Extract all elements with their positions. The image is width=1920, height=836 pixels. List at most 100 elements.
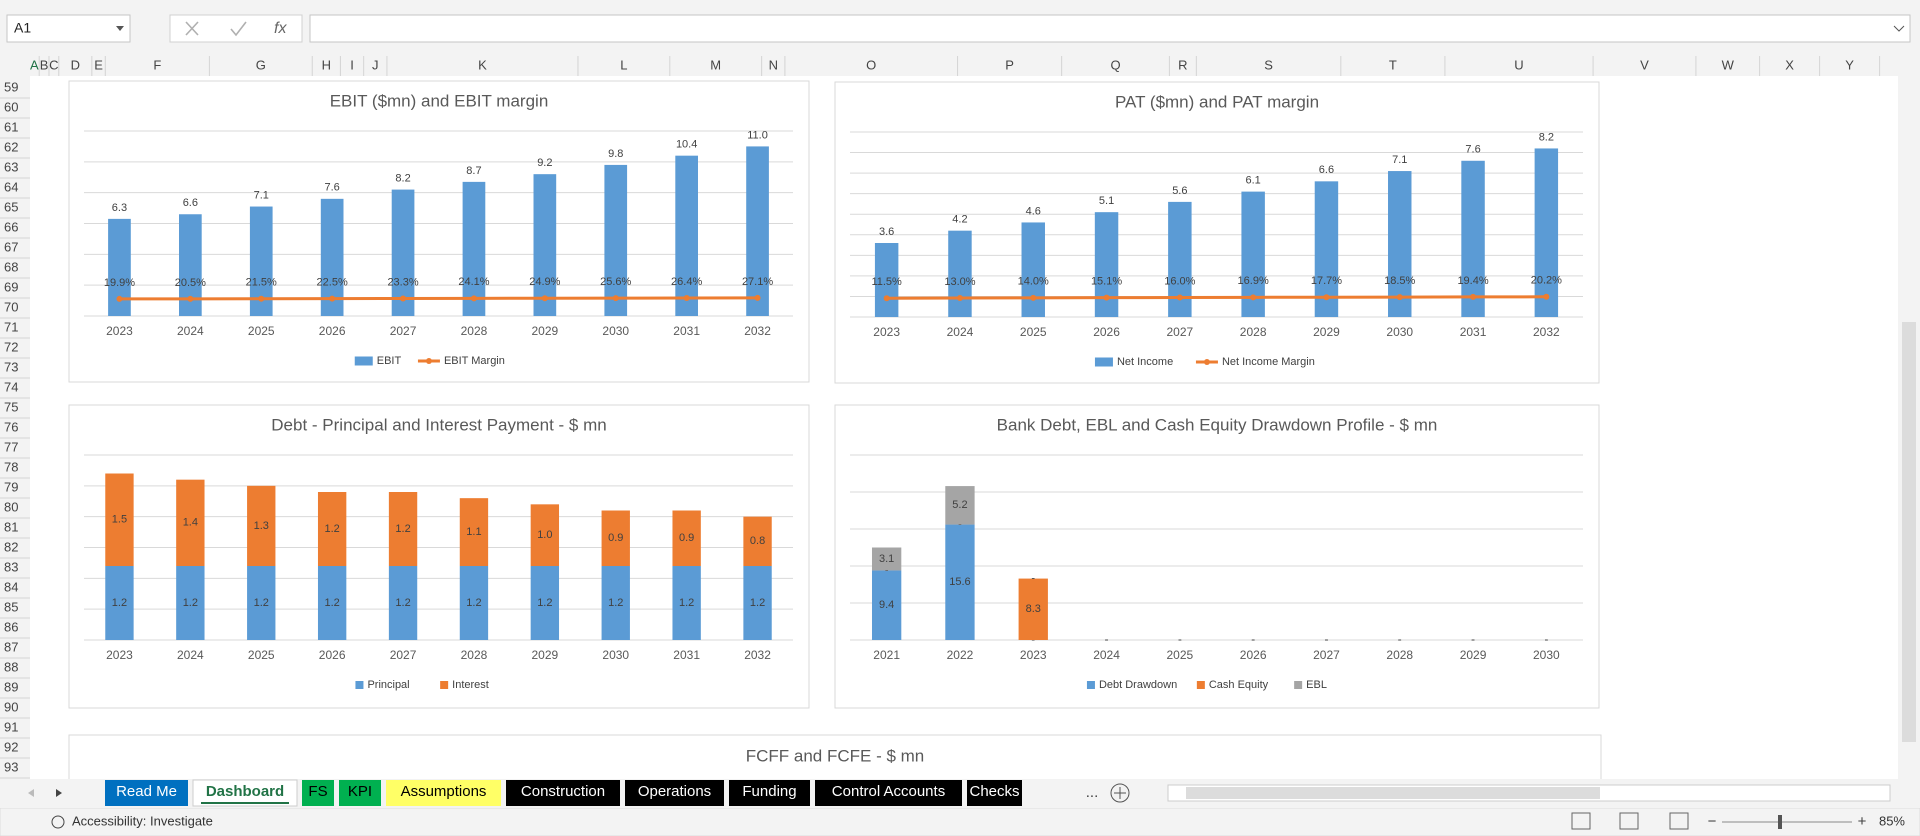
data-label: 1.0: [537, 529, 552, 541]
sheet-tab-label: Read Me: [116, 783, 177, 800]
data-label: -: [1325, 634, 1329, 646]
row-header: 68: [4, 259, 18, 274]
page-layout-view[interactable]: [1619, 812, 1639, 830]
data-label: -: [1178, 634, 1182, 646]
data-label: -: [1545, 634, 1549, 646]
row-header: 74: [4, 379, 18, 394]
data-label: -: [1545, 634, 1549, 646]
x-tick-label: 2027: [390, 648, 417, 662]
row-header: 76: [4, 419, 18, 434]
bar: [108, 218, 131, 316]
scroll-thumb[interactable]: [1902, 322, 1916, 742]
column-header: Y: [1845, 57, 1854, 72]
x-tick-label: 2026: [319, 324, 346, 338]
row-header: 91: [4, 719, 18, 734]
bar: [1534, 148, 1559, 317]
accessibility-icon[interactable]: [51, 815, 65, 829]
column-header: D: [71, 57, 80, 72]
tab-scroll-left[interactable]: [28, 789, 34, 797]
data-label: 27.1%: [742, 276, 773, 288]
fx-icon[interactable]: fx: [274, 20, 287, 37]
bar: [675, 155, 698, 316]
row-header: 63: [4, 159, 18, 174]
legend-swatch: [1086, 681, 1095, 689]
accessibility-status[interactable]: Accessibility: Investigate: [72, 813, 213, 828]
column-header: B: [40, 57, 49, 72]
bar-segment: [672, 566, 701, 640]
row-header: 87: [4, 639, 18, 654]
more-tabs[interactable]: ...: [1086, 784, 1099, 801]
row-header: 65: [4, 199, 18, 214]
data-label: 26.4%: [671, 276, 702, 288]
sheet-tab-label: Control Accounts: [832, 783, 945, 800]
formula-input[interactable]: [309, 14, 1911, 43]
data-label: 7.1: [254, 189, 269, 201]
cancel-icon[interactable]: [185, 21, 199, 36]
legend-swatch: [1094, 357, 1113, 367]
bar-segment: [247, 485, 276, 566]
column-header: J: [372, 57, 379, 72]
line: [119, 296, 758, 301]
sheet-tab[interactable]: [967, 780, 1022, 806]
data-label: -: [1105, 634, 1109, 646]
data-label: 4.6: [1026, 205, 1041, 217]
line-marker: [612, 295, 619, 302]
enter-icon[interactable]: [230, 21, 247, 37]
column-header: F: [153, 57, 161, 72]
row-header: 69: [4, 279, 18, 294]
sheet-tab[interactable]: [506, 780, 620, 806]
legend-swatch: [1294, 681, 1303, 689]
data-label: 1.4: [183, 517, 198, 529]
sheet-tab[interactable]: [386, 780, 501, 806]
data-label: 3.6: [879, 226, 894, 238]
x-tick-label: 2024: [177, 324, 204, 338]
new-sheet[interactable]: [1110, 783, 1130, 803]
line-marker: [400, 295, 407, 302]
zoom-level[interactable]: 85%: [1879, 813, 1905, 828]
sheet-tab[interactable]: [729, 780, 810, 806]
legend-label: Cash Equity: [1209, 679, 1269, 691]
legend-swatch-marker: [1203, 359, 1210, 365]
x-tick-label: 2031: [1460, 325, 1487, 339]
sheet-tab[interactable]: [192, 779, 298, 807]
line-marker: [1176, 294, 1183, 301]
name-box[interactable]: [6, 14, 131, 43]
data-label: -: [1105, 634, 1109, 646]
data-label: -: [1545, 634, 1549, 646]
data-label: 0.9: [608, 532, 623, 544]
bar-segment: [388, 492, 418, 566]
line-marker: [1396, 294, 1403, 301]
sheet-tab[interactable]: [302, 780, 334, 806]
x-tick-label: 2031: [673, 648, 700, 662]
data-label: -: [1325, 634, 1329, 646]
data-label: 5.2: [952, 499, 967, 511]
data-label: 1.2: [608, 597, 623, 609]
line-marker: [258, 295, 265, 302]
normal-view[interactable]: [1571, 812, 1591, 830]
sheet-tab[interactable]: [625, 780, 724, 806]
sheet-tab[interactable]: [105, 780, 188, 806]
data-label: 7.6: [325, 182, 340, 194]
row-header: 73: [4, 359, 18, 374]
bar-segment: [105, 473, 134, 566]
sheet-tab[interactable]: [339, 780, 381, 806]
bar-segment: [871, 547, 902, 571]
data-label: 22.5%: [317, 276, 348, 288]
h-scroll-thumb[interactable]: [1186, 787, 1600, 799]
zoom-in[interactable]: +: [1858, 813, 1867, 830]
expand-formula[interactable]: [1893, 25, 1905, 32]
bar-segment: [743, 566, 772, 640]
bar: [1021, 222, 1045, 317]
chart-title: Debt - Principal and Interest Payment - …: [271, 415, 606, 434]
tab-scroll-right[interactable]: [56, 789, 62, 797]
zoom-thumb[interactable]: [1778, 815, 1782, 829]
bar: [320, 198, 344, 316]
bar: [746, 146, 769, 316]
bar-segment: [743, 516, 772, 566]
line-marker: [683, 295, 690, 302]
zoom-out[interactable]: −: [1708, 813, 1717, 830]
page-break-view[interactable]: [1669, 812, 1689, 830]
x-tick-label: 2027: [1313, 648, 1340, 662]
sheet-tab[interactable]: [815, 780, 962, 806]
dropdown-arrow[interactable]: [116, 26, 124, 31]
